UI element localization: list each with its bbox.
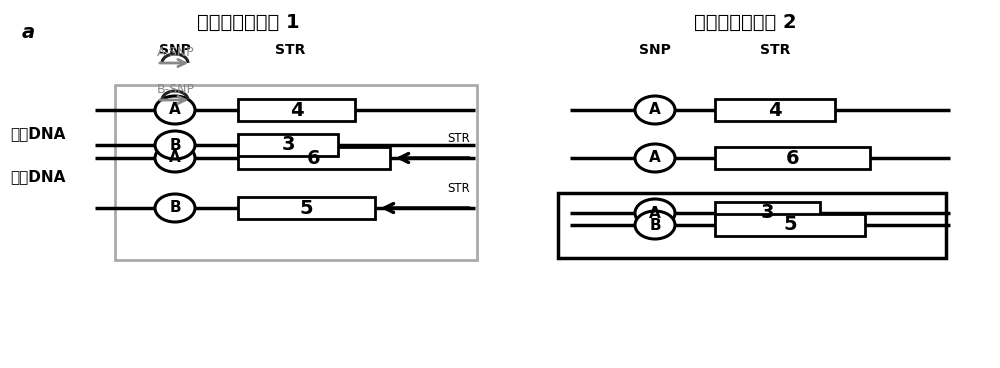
Ellipse shape [635, 211, 675, 239]
Ellipse shape [155, 194, 195, 222]
Text: A: A [649, 205, 661, 220]
Ellipse shape [635, 144, 675, 172]
Text: 3: 3 [281, 135, 295, 155]
Text: 有效信息基因型 2: 有效信息基因型 2 [694, 13, 796, 32]
Text: SNP: SNP [639, 43, 671, 57]
Text: 6: 6 [786, 149, 799, 167]
Text: A: A [169, 103, 181, 117]
Text: A: A [649, 103, 661, 117]
Ellipse shape [155, 144, 195, 172]
Bar [238, 99, 355, 121]
Text: B: B [649, 217, 661, 233]
FancyBboxPatch shape [558, 193, 946, 258]
Ellipse shape [635, 96, 675, 124]
Text: 5: 5 [300, 198, 313, 217]
Bar [715, 202, 820, 224]
Text: 主要DNA: 主要DNA [10, 127, 65, 142]
Bar [238, 134, 338, 156]
Text: STR: STR [447, 132, 470, 145]
Text: STR: STR [447, 182, 470, 195]
Bar [715, 214, 865, 236]
Ellipse shape [155, 96, 195, 124]
Text: A-SNP: A-SNP [157, 46, 195, 59]
Text: B: B [169, 138, 181, 152]
Ellipse shape [155, 131, 195, 159]
Text: B: B [169, 201, 181, 216]
Bar [238, 147, 390, 169]
Text: 5: 5 [783, 216, 797, 234]
Text: STR: STR [760, 43, 790, 57]
Text: 次要DNA: 次要DNA [10, 169, 65, 184]
Text: 4: 4 [290, 100, 303, 120]
Text: A: A [649, 151, 661, 166]
Text: 6: 6 [307, 149, 321, 167]
Text: STR: STR [275, 43, 305, 57]
Text: SNP: SNP [159, 43, 191, 57]
Text: B-SNP: B-SNP [157, 83, 195, 96]
FancyBboxPatch shape [115, 85, 477, 260]
Text: 有效信息基因型 1: 有效信息基因型 1 [197, 13, 299, 32]
Text: a: a [22, 23, 35, 42]
Ellipse shape [635, 199, 675, 227]
Bar [715, 147, 870, 169]
Text: 3: 3 [761, 204, 774, 223]
Text: A: A [169, 151, 181, 166]
Text: 4: 4 [768, 100, 782, 120]
Bar [715, 99, 835, 121]
Bar [238, 197, 375, 219]
